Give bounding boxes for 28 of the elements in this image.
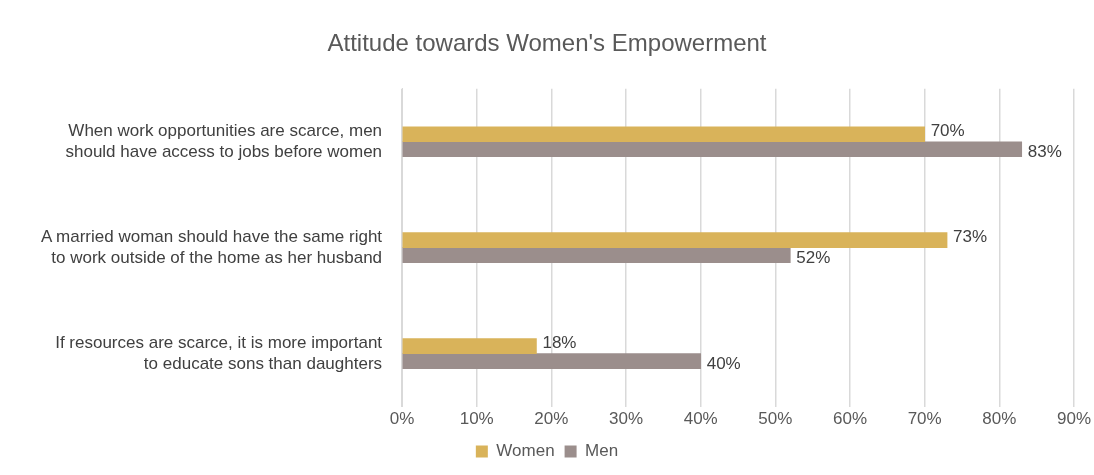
y-tick-label: If resources are scarce, it is more important to educate sons than daughters (55, 333, 383, 373)
data-label: 73% (953, 226, 988, 246)
data-label: 83% (1027, 141, 1062, 161)
data-label: 52% (796, 247, 831, 267)
x-tick-label: 50% (758, 409, 793, 429)
y-tick-label: When work opportunities are scarce, men should have access to jobs before women (65, 121, 383, 161)
legend-label: Women (496, 441, 555, 461)
bar (402, 338, 537, 354)
x-tick-label: 80% (982, 409, 1017, 429)
chart-title: Attitude towards Women's Empowerment (327, 29, 767, 57)
x-tick-label: 10% (459, 409, 494, 429)
data-label: 40% (706, 353, 741, 373)
x-tick-label: 40% (683, 409, 718, 429)
bar (402, 353, 702, 369)
legend-label: Men (585, 441, 619, 461)
x-tick-label: 20% (534, 409, 569, 429)
y-tick-label: A married woman should have the same right to work outside of the home as her husband (40, 227, 383, 267)
bar (402, 126, 925, 143)
x-tick-label: 0% (389, 409, 415, 429)
bar (402, 232, 948, 249)
x-tick-label: 60% (833, 409, 868, 429)
x-tick-label: 90% (1056, 409, 1091, 429)
x-tick-label: 70% (907, 409, 942, 429)
bar (402, 247, 791, 264)
x-tick-label: 30% (609, 409, 644, 429)
bar (402, 141, 1023, 158)
data-label: 18% (542, 332, 577, 352)
data-label: 70% (930, 120, 965, 140)
